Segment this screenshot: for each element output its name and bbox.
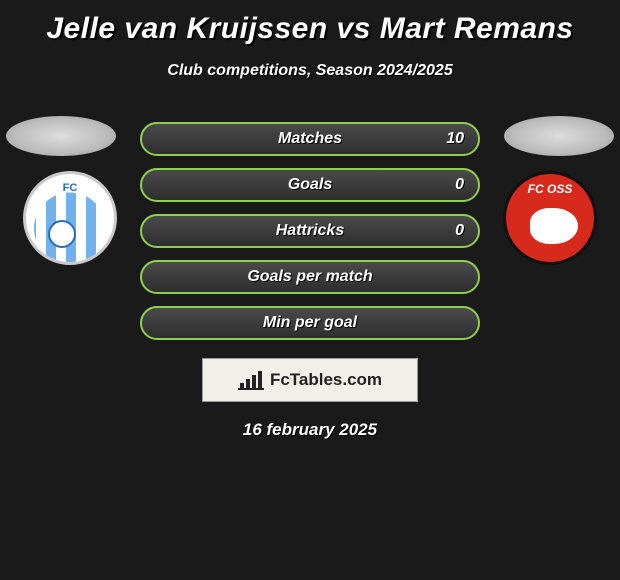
oss-fc-text: FC OSS [528, 182, 573, 196]
watermark: FcTables.com [202, 358, 418, 402]
stat-label: Matches [278, 130, 342, 148]
stat-right-value: 10 [446, 130, 464, 148]
date-text: 16 february 2025 [0, 420, 620, 440]
subtitle: Club competitions, Season 2024/2025 [0, 62, 620, 80]
stat-row-goals-per-match: Goals per match [140, 260, 480, 294]
player-placeholder-left [6, 116, 116, 156]
stat-label: Goals [288, 176, 332, 194]
comparison-area: FC FC OSS Matches 10 Goals 0 Hattricks 0… [0, 122, 620, 440]
stat-row-hattricks: Hattricks 0 [140, 214, 480, 248]
oss-badge-icon: FC OSS [503, 171, 597, 265]
eindhoven-badge-icon: FC [23, 171, 117, 265]
bar-chart-icon [238, 369, 264, 391]
stat-right-value: 0 [455, 176, 464, 194]
stat-label: Min per goal [263, 314, 357, 332]
stat-rows: Matches 10 Goals 0 Hattricks 0 Goals per… [140, 122, 480, 340]
player-placeholder-right [504, 116, 614, 156]
eindhoven-fc-text: FC [63, 182, 78, 194]
stat-label: Goals per match [247, 268, 372, 286]
stat-right-value: 0 [455, 222, 464, 240]
stat-row-matches: Matches 10 [140, 122, 480, 156]
club-logo-left: FC [20, 168, 120, 268]
watermark-text: FcTables.com [270, 370, 382, 390]
stat-label: Hattricks [276, 222, 344, 240]
page-title: Jelle van Kruijssen vs Mart Remans [0, 0, 620, 46]
stat-row-min-per-goal: Min per goal [140, 306, 480, 340]
club-logo-right: FC OSS [500, 168, 600, 268]
stat-row-goals: Goals 0 [140, 168, 480, 202]
